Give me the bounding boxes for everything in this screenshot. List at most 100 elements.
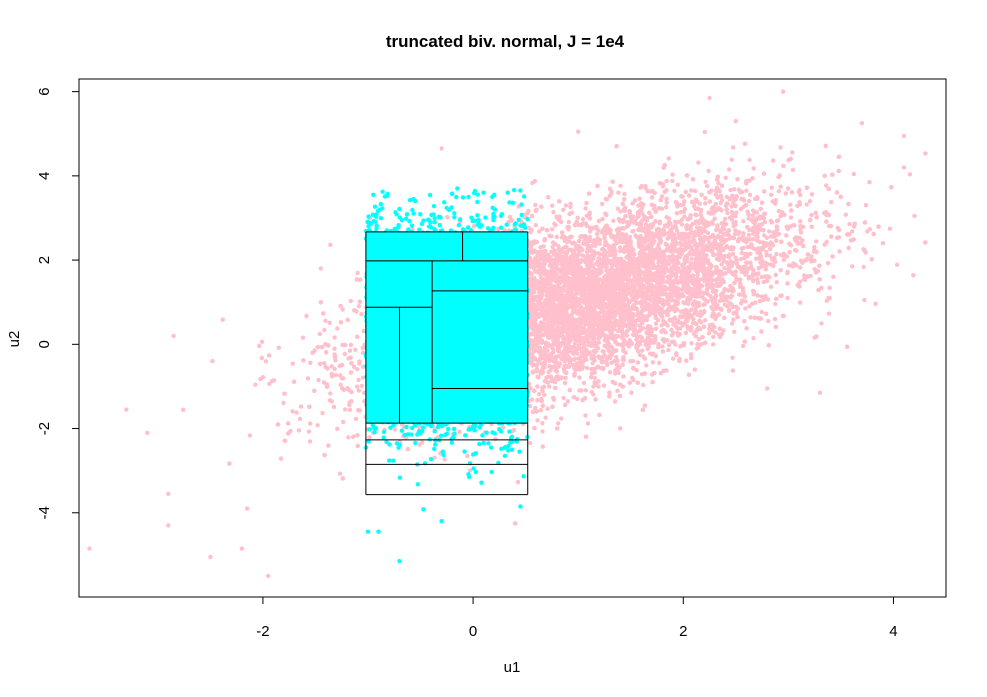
data-point <box>584 200 589 206</box>
data-point <box>666 342 672 348</box>
data-point <box>734 210 739 215</box>
data-point <box>747 192 753 197</box>
data-point <box>769 185 774 190</box>
data-point <box>705 230 711 236</box>
data-point <box>537 229 542 234</box>
data-point <box>702 129 707 135</box>
data-point <box>717 298 722 304</box>
data-point <box>308 360 313 365</box>
data-point <box>790 167 796 172</box>
data-point <box>829 199 834 205</box>
data-point <box>276 345 281 350</box>
data-point <box>746 216 751 221</box>
data-point <box>367 435 372 440</box>
data-point <box>335 326 340 331</box>
data-point <box>565 399 571 404</box>
data-point <box>755 280 761 285</box>
data-point <box>679 217 685 222</box>
data-point <box>609 189 614 194</box>
data-point <box>296 428 302 433</box>
data-point <box>589 390 594 395</box>
data-point <box>814 239 819 244</box>
data-point <box>765 278 770 284</box>
data-point <box>689 341 694 346</box>
data-point <box>575 396 580 402</box>
data-point <box>556 244 561 249</box>
data-point <box>741 219 746 224</box>
data-point <box>776 208 782 214</box>
data-point <box>774 251 779 257</box>
data-point <box>698 212 703 218</box>
data-point <box>673 342 678 347</box>
data-point <box>527 403 533 409</box>
data-point <box>618 245 623 250</box>
data-point <box>653 321 659 326</box>
data-point <box>622 244 628 250</box>
data-point <box>546 369 551 375</box>
data-point <box>583 388 589 393</box>
data-point <box>724 194 729 200</box>
data-point <box>666 347 671 353</box>
data-point <box>733 197 738 202</box>
data-point <box>298 404 304 409</box>
data-point <box>359 383 364 389</box>
data-point <box>670 178 675 184</box>
data-point <box>555 324 560 329</box>
data-point <box>675 182 680 187</box>
data-point <box>342 407 348 412</box>
data-point <box>744 188 749 193</box>
data-point <box>759 294 764 299</box>
data-point <box>607 193 612 199</box>
chart-title: truncated biv. normal, J = 1e4 <box>386 32 625 51</box>
data-point <box>615 388 620 393</box>
data-point <box>696 160 701 165</box>
data-point <box>210 358 215 364</box>
data-point <box>732 329 737 334</box>
data-point <box>515 480 521 485</box>
data-point <box>772 316 778 322</box>
data-point <box>621 226 626 231</box>
data-point <box>778 184 783 189</box>
data-point <box>751 166 756 171</box>
data-point <box>689 324 694 330</box>
data-point <box>766 229 772 234</box>
data-point <box>315 423 320 428</box>
data-point <box>337 471 343 476</box>
data-point <box>764 235 770 240</box>
data-point <box>533 202 538 208</box>
data-point <box>747 157 752 163</box>
data-point <box>362 390 367 395</box>
data-point <box>677 326 683 331</box>
data-point <box>297 416 303 422</box>
data-point <box>804 202 809 207</box>
data-point <box>750 176 755 181</box>
data-point <box>729 321 735 326</box>
data-point <box>307 439 313 444</box>
data-point <box>669 339 675 344</box>
data-point <box>556 421 561 426</box>
data-point <box>269 378 275 384</box>
data-point <box>561 395 566 401</box>
data-point <box>809 192 815 197</box>
data-point <box>348 298 353 304</box>
data-point <box>907 172 913 177</box>
scatter-points <box>87 89 928 579</box>
data-point <box>650 360 656 365</box>
data-point <box>785 295 790 301</box>
data-point <box>347 348 353 353</box>
data-point <box>263 359 269 364</box>
data-point <box>359 312 364 317</box>
data-point <box>748 251 753 256</box>
data-point <box>670 356 676 361</box>
data-point <box>887 226 893 231</box>
data-point <box>611 218 616 223</box>
data-point <box>666 254 672 259</box>
data-point <box>731 317 736 322</box>
data-point <box>537 392 542 397</box>
data-point <box>533 223 538 228</box>
data-point <box>583 206 588 211</box>
data-point <box>693 188 698 194</box>
data-point <box>862 297 867 303</box>
data-point <box>851 171 856 177</box>
data-point <box>802 273 807 278</box>
